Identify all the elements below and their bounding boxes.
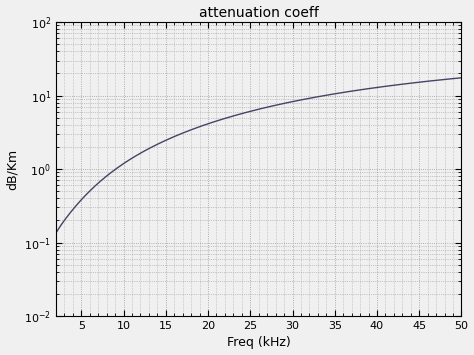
X-axis label: Freq (kHz): Freq (kHz) <box>227 337 291 349</box>
Y-axis label: dB/Km: dB/Km <box>6 148 18 190</box>
Title: attenuation coeff: attenuation coeff <box>199 6 319 20</box>
